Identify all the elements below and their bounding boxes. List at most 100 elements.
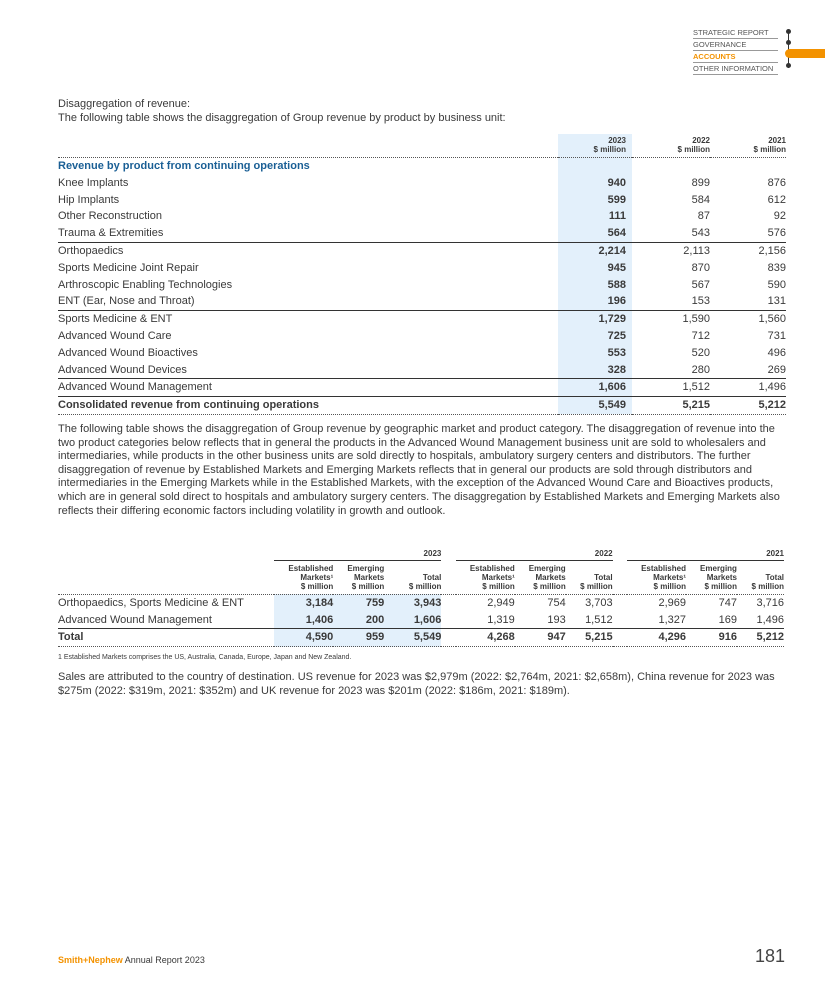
footnote: 1 Established Markets comprises the US, … bbox=[58, 654, 352, 661]
paragraph-country-sales: Sales are attributed to the country of d… bbox=[58, 671, 775, 697]
cell-value: 553 bbox=[558, 344, 632, 362]
cell-value: 1,560 bbox=[710, 310, 786, 328]
table-row: Consolidated revenue from continuing ope… bbox=[58, 396, 786, 415]
table-row: Advanced Wound Management 1,406 200 1,606 1,… bbox=[58, 611, 784, 629]
cell-value: 1,319 bbox=[487, 613, 515, 626]
nav-strategic-report[interactable]: STRATEGIC REPORT bbox=[693, 27, 778, 39]
cell-value: 5,215 bbox=[565, 628, 613, 648]
cell-value: 731 bbox=[767, 329, 786, 342]
nav-other-information[interactable]: OTHER INFORMATION bbox=[693, 63, 778, 75]
cell-value: 1,590 bbox=[632, 310, 710, 328]
cell-value: 328 bbox=[558, 361, 632, 379]
heading: Disaggregation of revenue: The following… bbox=[58, 97, 506, 125]
cell-value: 747 bbox=[718, 596, 737, 609]
cell-value: 1,512 bbox=[632, 378, 710, 397]
cell-value: 543 bbox=[691, 227, 710, 240]
nav-governance[interactable]: GOVERNANCE bbox=[693, 39, 778, 51]
cell-value: 588 bbox=[558, 276, 632, 294]
cell-value: 1,406 bbox=[274, 611, 334, 629]
row-label: Orthopaedics bbox=[58, 241, 558, 260]
report-title: Annual Report 2023 bbox=[122, 955, 205, 965]
table-row: Advanced Wound Bioactives 553 520 496 bbox=[58, 344, 786, 362]
cell-value: 4,590 bbox=[274, 628, 334, 648]
cell-value: 576 bbox=[767, 227, 786, 240]
row-label: ENT (Ear, Nose and Throat) bbox=[58, 295, 195, 308]
cell-value: 4,296 bbox=[626, 628, 686, 648]
row-label: Advanced Wound Care bbox=[58, 329, 172, 342]
row-label: Arthroscopic Enabling Technologies bbox=[58, 278, 233, 291]
cell-value: 945 bbox=[558, 259, 632, 277]
heading-intro: The following table shows the disaggrega… bbox=[58, 112, 506, 124]
cell-value: 200 bbox=[333, 611, 385, 629]
cell-value: 947 bbox=[514, 628, 566, 648]
cell-value: 870 bbox=[691, 261, 710, 274]
brand-name: Smith+Nephew bbox=[58, 955, 123, 965]
row-label: Other Reconstruction bbox=[58, 210, 162, 223]
cell-value: 3,703 bbox=[585, 596, 613, 609]
subheader-cell: Total $ million bbox=[565, 560, 613, 595]
paragraph-geographic: The following table shows the disaggrega… bbox=[58, 423, 780, 517]
table-row: Advanced Wound Care 725 712 731 bbox=[58, 327, 786, 345]
year-header: 2023 2022 2021 bbox=[58, 541, 784, 561]
cell-value: 725 bbox=[558, 327, 632, 345]
nav-dot-icon bbox=[786, 63, 791, 68]
nav-dot-icon bbox=[786, 40, 791, 45]
cell-value: 280 bbox=[691, 363, 710, 376]
heading-title: Disaggregation of revenue: bbox=[58, 98, 191, 110]
subheader-cell: Emerging Markets $ million bbox=[685, 560, 737, 595]
cell-value: 712 bbox=[691, 329, 710, 342]
cell-value: 2,969 bbox=[658, 596, 686, 609]
cell-value: 1,606 bbox=[384, 611, 442, 629]
cell-value: 940 bbox=[558, 174, 632, 192]
cell-value: 1,606 bbox=[558, 378, 632, 397]
cell-value: 269 bbox=[767, 363, 786, 376]
section-nav: STRATEGIC REPORT GOVERNANCE ACCOUNTS OTH… bbox=[693, 27, 778, 75]
cell-value: 3,716 bbox=[756, 596, 784, 609]
section-row: Revenue by product from continuing opera… bbox=[58, 157, 786, 175]
cell-value: 839 bbox=[767, 261, 786, 274]
cell-value: 87 bbox=[697, 210, 710, 223]
cell-value: 2,214 bbox=[558, 241, 632, 260]
cell-value: 567 bbox=[691, 278, 710, 291]
cell-value: 5,549 bbox=[558, 396, 632, 415]
row-label: Total bbox=[58, 628, 275, 648]
cell-value: 599 bbox=[558, 191, 632, 209]
revenue-by-market-table: 2023 2022 2021 Established Markets¹ $ million… bbox=[58, 541, 784, 648]
subheader-cell: Established Markets¹ $ million bbox=[274, 560, 334, 595]
revenue-by-product-table: 2023 $ million 2022 $ million 2021 $ millio… bbox=[58, 134, 786, 415]
year-label: 2021 bbox=[626, 541, 784, 561]
footer: Smith+Nephew Annual Report 2023 bbox=[58, 955, 205, 965]
cell-value: 5,549 bbox=[384, 628, 442, 648]
cell-value: 3,943 bbox=[384, 594, 442, 612]
row-label: Advanced Wound Bioactives bbox=[58, 346, 198, 359]
table-row: Knee Implants 940 899 876 bbox=[58, 174, 786, 192]
table-row: Sports Medicine Joint Repair 945 870 839 bbox=[58, 259, 786, 277]
cell-value: 1,512 bbox=[585, 613, 613, 626]
table-row: Other Reconstruction 111 87 92 bbox=[58, 208, 786, 226]
row-label: Sports Medicine & ENT bbox=[58, 310, 558, 328]
subheader-cell: Total $ million bbox=[384, 560, 442, 595]
cell-value: 2,949 bbox=[487, 596, 515, 609]
nav-dot-icon bbox=[786, 29, 791, 34]
cell-value: 876 bbox=[767, 176, 786, 189]
row-label: Sports Medicine Joint Repair bbox=[58, 261, 199, 274]
nav-accounts[interactable]: ACCOUNTS bbox=[693, 51, 778, 63]
table-row: Hip Implants 599 584 612 bbox=[58, 191, 786, 209]
year-label: 2022 bbox=[455, 541, 613, 561]
cell-value: 590 bbox=[767, 278, 786, 291]
subheader-cell: Established Markets¹ $ million bbox=[626, 560, 686, 595]
cell-value: 153 bbox=[691, 295, 710, 308]
table-row: ENT (Ear, Nose and Throat) 196 153 131 bbox=[58, 293, 786, 311]
subheader-cell: Established Markets¹ $ million bbox=[455, 560, 515, 595]
row-label: Knee Implants bbox=[58, 176, 129, 189]
table-row: Arthroscopic Enabling Technologies 588 567… bbox=[58, 276, 786, 294]
cell-value: 916 bbox=[685, 628, 737, 648]
cell-value: 4,268 bbox=[455, 628, 515, 648]
table-row: Advanced Wound Devices 328 280 269 bbox=[58, 361, 786, 379]
row-label: Trauma & Extremities bbox=[58, 227, 164, 240]
cell-value: 1,729 bbox=[558, 310, 632, 328]
row-label: Hip Implants bbox=[58, 193, 120, 206]
cell-value: 193 bbox=[547, 613, 566, 626]
row-label: Advanced Wound Devices bbox=[58, 363, 187, 376]
